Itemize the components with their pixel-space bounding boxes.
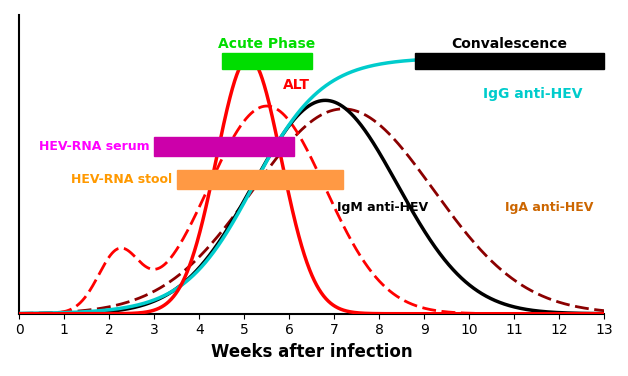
Bar [177,170,344,188]
Text: IgM anti-HEV: IgM anti-HEV [337,201,428,214]
Text: Acute Phase: Acute Phase [218,36,315,50]
X-axis label: Weeks after infection: Weeks after infection [211,343,413,361]
Bar [222,53,311,69]
Text: ALT: ALT [283,78,310,92]
Text: HEV-RNA stool: HEV-RNA stool [71,173,172,186]
Text: Convalescence: Convalescence [452,36,568,50]
Bar [415,53,604,69]
Text: IgA anti-HEV: IgA anti-HEV [505,201,593,214]
Bar [154,137,294,156]
Text: IgG anti-HEV: IgG anti-HEV [483,86,582,100]
Text: HEV-RNA serum: HEV-RNA serum [39,140,150,153]
